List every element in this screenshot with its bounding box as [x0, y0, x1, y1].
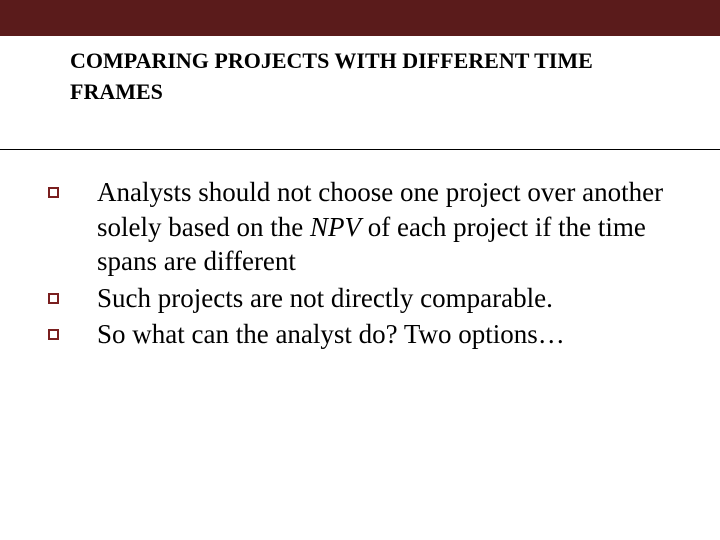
- top-accent-bar: [0, 0, 720, 36]
- square-bullet-icon: [48, 187, 59, 198]
- header-area: COMPARING PROJECTS WITH DIFFERENT TIME F…: [0, 36, 720, 150]
- slide-title: COMPARING PROJECTS WITH DIFFERENT TIME F…: [70, 46, 630, 108]
- bullet-text: Analysts should not choose one project o…: [97, 175, 680, 279]
- square-bullet-icon: [48, 329, 59, 340]
- bullet-text: So what can the analyst do? Two options…: [97, 317, 680, 352]
- bullet-item: Such projects are not directly comparabl…: [40, 281, 680, 316]
- body-area: Analysts should not choose one project o…: [40, 175, 680, 354]
- bullet-item: So what can the analyst do? Two options…: [40, 317, 680, 352]
- bullet-text: Such projects are not directly comparabl…: [97, 281, 680, 316]
- bullet-item: Analysts should not choose one project o…: [40, 175, 680, 279]
- square-bullet-icon: [48, 293, 59, 304]
